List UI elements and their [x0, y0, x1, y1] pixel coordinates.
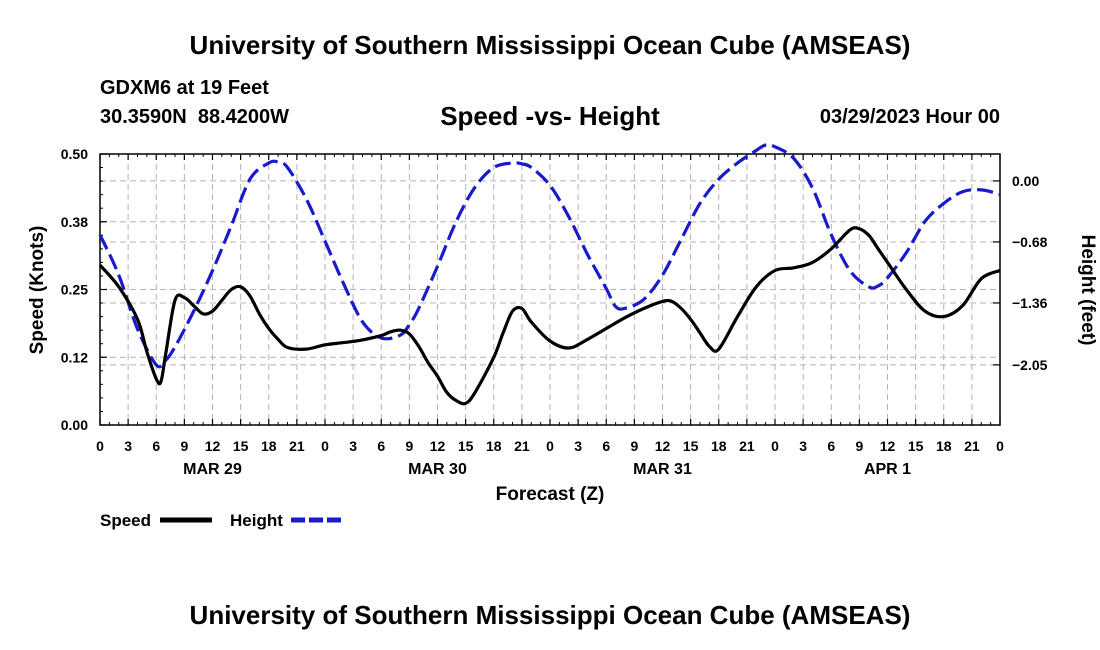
legend-height-label: Height [230, 511, 283, 530]
x-tick-label: 12 [205, 438, 221, 454]
x-tick-label: 0 [546, 438, 554, 454]
y-axis-label-right: Height (feet) [1077, 235, 1098, 346]
x-tick-label: 18 [711, 438, 727, 454]
y-tick-label-left: 0.00 [61, 417, 88, 433]
x-axis-label: Forecast (Z) [496, 484, 605, 505]
footer-title: University of Southern Mississippi Ocean… [189, 600, 911, 630]
forecast-datetime: 03/29/2023 Hour 00 [819, 106, 1000, 128]
date-label: APR 1 [864, 461, 911, 478]
y-tick-label-right: −0.68 [1012, 234, 1048, 250]
x-tick-label: 0 [321, 438, 329, 454]
speed-series-line [98, 226, 1001, 406]
grid [100, 154, 1000, 425]
x-tick-label: 18 [486, 438, 502, 454]
axis-labels: 0 3 6 9 12 15 18 21 0 3 6 9 12 15 18 21 0 3 6 9 12 15 18 21 0 3 6 9… [61, 146, 1048, 478]
x-tick-label: 3 [349, 438, 357, 454]
x-tick-label: 21 [739, 438, 755, 454]
date-label: MAR 31 [633, 461, 692, 478]
x-tick-label: 18 [936, 438, 952, 454]
y-tick-label-left: 0.38 [61, 214, 88, 230]
date-label: MAR 30 [408, 461, 467, 478]
x-tick-label: 9 [630, 438, 638, 454]
x-tick-label: 3 [574, 438, 582, 454]
x-tick-label: 12 [880, 438, 896, 454]
station-label: GDXM6 at 19 Feet [100, 77, 269, 99]
chart-title: Speed -vs- Height [440, 101, 660, 131]
x-tick-label: 0 [996, 438, 1004, 454]
x-tick-label: 6 [827, 438, 835, 454]
y-tick-label-right: 0.00 [1012, 173, 1039, 189]
height-series-line [98, 143, 1001, 369]
x-tick-label: 6 [152, 438, 160, 454]
x-tick-label: 18 [261, 438, 277, 454]
x-tick-label: 3 [799, 438, 807, 454]
x-tick-label: 9 [855, 438, 863, 454]
x-tick-label: 9 [180, 438, 188, 454]
x-tick-label: 15 [233, 438, 249, 454]
axis-ticks [99, 153, 1001, 426]
x-tick-label: 6 [602, 438, 610, 454]
y-tick-label-left: 0.25 [61, 282, 88, 298]
x-tick-label: 0 [771, 438, 779, 454]
x-tick-label: 15 [458, 438, 474, 454]
page-title: University of Southern Mississippi Ocean… [189, 30, 911, 60]
y-tick-label-right: −1.36 [1012, 295, 1048, 311]
x-tick-label: 12 [655, 438, 671, 454]
legend-speed-label: Speed [100, 511, 151, 530]
series [98, 143, 1001, 406]
y-tick-label-left: 0.50 [61, 146, 88, 162]
date-label: MAR 29 [183, 461, 242, 478]
x-tick-label: 12 [430, 438, 446, 454]
x-tick-label: 6 [377, 438, 385, 454]
y-tick-label-left: 0.12 [61, 349, 88, 365]
x-tick-label: 21 [289, 438, 305, 454]
x-tick-label: 3 [124, 438, 132, 454]
y-axis-label-left: Speed (Knots) [27, 226, 48, 355]
x-tick-label: 15 [683, 438, 699, 454]
x-tick-label: 21 [514, 438, 530, 454]
x-tick-label: 0 [96, 438, 104, 454]
x-tick-label: 9 [405, 438, 413, 454]
y-tick-label-right: −2.05 [1012, 357, 1048, 373]
x-tick-label: 15 [908, 438, 924, 454]
station-coordinates: 30.3590N 88.4200W [100, 106, 290, 128]
x-tick-label: 21 [964, 438, 980, 454]
